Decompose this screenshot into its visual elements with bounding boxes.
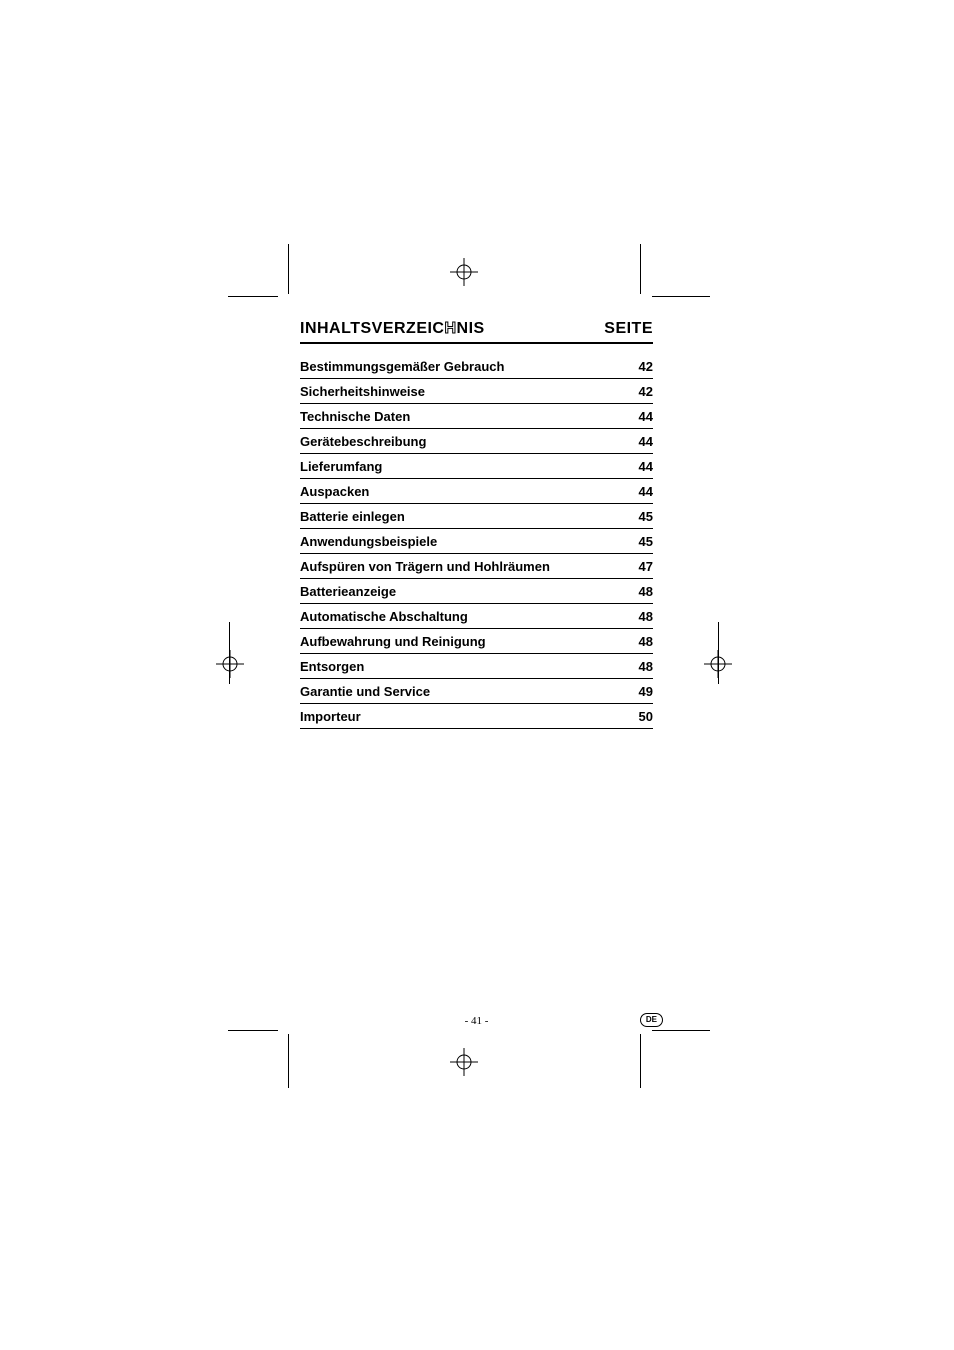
toc-row-page: 42 [639, 359, 653, 374]
toc-row-label: Batterie einlegen [300, 509, 405, 524]
registration-mark-icon [450, 1048, 478, 1076]
toc-row-page: 50 [639, 709, 653, 724]
toc-row: Batterie einlegen 45 [300, 504, 653, 529]
toc-row: Bestimmungsgemäßer Gebrauch 42 [300, 354, 653, 379]
toc-page-header: SEITE [604, 320, 653, 338]
toc-row-page: 44 [639, 459, 653, 474]
toc-row-page: 48 [639, 634, 653, 649]
language-badge: DE [640, 1013, 663, 1027]
toc-row: Garantie und Service 49 [300, 679, 653, 704]
toc-row-label: Auspacken [300, 484, 369, 499]
toc-rows: Bestimmungsgemäßer Gebrauch42Sicherheits… [300, 354, 653, 729]
toc-row-label: Bestimmungsgemäßer Gebrauch [300, 359, 504, 374]
toc-row-label: Aufbewahrung und Reinigung [300, 634, 486, 649]
toc-row-label: Aufspüren von Trägern und Hohlräumen [300, 559, 550, 574]
toc-title-part2: NIS [457, 320, 485, 337]
page-number: - 41 - [300, 1015, 653, 1027]
toc-row: Technische Daten 44 [300, 404, 653, 429]
toc-row: Automatische Abschaltung 48 [300, 604, 653, 629]
registration-mark-icon [704, 650, 732, 678]
crop-mark [288, 244, 289, 294]
toc-row: Sicherheitshinweise 42 [300, 379, 653, 404]
toc-row-page: 48 [639, 609, 653, 624]
toc-row: Batterieanzeige 48 [300, 579, 653, 604]
toc-row: Auspacken 44 [300, 479, 653, 504]
toc-row-label: Anwendungsbeispiele [300, 534, 437, 549]
toc-row-page: 42 [639, 384, 653, 399]
crop-mark [640, 1034, 641, 1088]
toc-row-label: Entsorgen [300, 659, 364, 674]
toc-row-page: 49 [639, 684, 653, 699]
toc-row-label: Lieferumfang [300, 459, 382, 474]
toc-row: Lieferumfang 44 [300, 454, 653, 479]
crop-mark [228, 296, 278, 297]
toc-row-page: 44 [639, 409, 653, 424]
toc-row: Aufbewahrung und Reinigung 48 [300, 629, 653, 654]
toc-header: INHALTSVERZEICHNIS SEITE [300, 320, 653, 344]
toc-row-label: Garantie und Service [300, 684, 430, 699]
toc-row-label: Technische Daten [300, 409, 410, 424]
toc-title: INHALTSVERZEICHNIS [300, 320, 485, 338]
toc-row-label: Sicherheitshinweise [300, 384, 425, 399]
toc-row: Importeur 50 [300, 704, 653, 729]
toc-row: Gerätebeschreibung 44 [300, 429, 653, 454]
registration-mark-icon [216, 650, 244, 678]
toc-row-page: 44 [639, 434, 653, 449]
toc-row-page: 48 [639, 584, 653, 599]
toc-container: INHALTSVERZEICHNIS SEITE Bestimmungsgemä… [300, 320, 653, 729]
toc-title-part1: INHALTSVERZEIC [300, 320, 444, 337]
crop-mark [640, 244, 641, 294]
toc-row: Entsorgen 48 [300, 654, 653, 679]
toc-row: Anwendungsbeispiele 45 [300, 529, 653, 554]
toc-row-label: Importeur [300, 709, 361, 724]
toc-row-page: 47 [639, 559, 653, 574]
toc-row-label: Gerätebeschreibung [300, 434, 426, 449]
toc-row-page: 48 [639, 659, 653, 674]
crop-mark [228, 1030, 278, 1031]
toc-row: Aufspüren von Trägern und Hohlräumen 47 [300, 554, 653, 579]
crop-mark [652, 296, 710, 297]
toc-row-page: 44 [639, 484, 653, 499]
toc-row-label: Batterieanzeige [300, 584, 396, 599]
toc-row-page: 45 [639, 534, 653, 549]
toc-row-label: Automatische Abschaltung [300, 609, 468, 624]
toc-row-page: 45 [639, 509, 653, 524]
crop-mark [652, 1030, 710, 1031]
crop-mark [288, 1034, 289, 1088]
toc-title-outline: H [444, 320, 456, 337]
registration-mark-icon [450, 258, 478, 286]
